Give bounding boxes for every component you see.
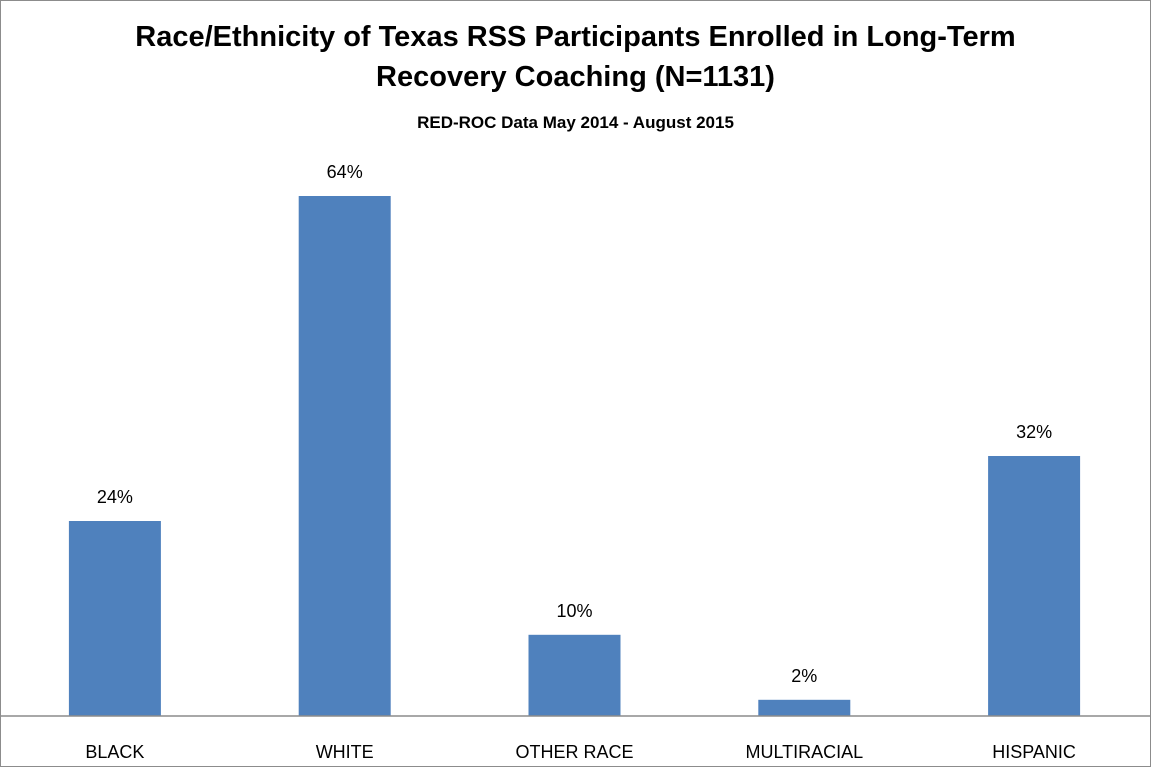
data-label-white: 64% [327,162,363,182]
bar-multiracial [758,699,851,717]
category-label-hispanic: HISPANIC [992,742,1076,762]
data-label-multiracial: 2% [791,666,817,686]
bar-white [298,196,391,716]
bar-hispanic [988,456,1081,716]
category-labels-group: BLACK WHITE OTHER RACE MULTIRACIAL HISPANIC [85,742,1076,762]
data-label-other-race: 10% [556,601,592,621]
category-label-white: WHITE [316,742,374,762]
category-label-other-race: OTHER RACE [515,742,633,762]
bar-black [68,521,161,716]
data-label-hispanic: 32% [1016,422,1052,442]
value-labels-group: 24% 64% 10% 2% 32% [97,162,1052,686]
bars-group [68,196,1081,717]
chart-title-line-1: Race/Ethnicity of Texas RSS Participants… [135,21,1016,53]
bar-other-race [528,634,621,717]
chart-title-line-2: Recovery Coaching (N=1131) [376,61,775,93]
data-label-black: 24% [97,487,133,507]
category-label-multiracial: MULTIRACIAL [745,742,863,762]
chart-title: Race/Ethnicity of Texas RSS Participants… [1,17,1150,97]
chart-subtitle: RED-ROC Data May 2014 - August 2015 [417,113,734,132]
category-label-black: BLACK [85,742,144,762]
